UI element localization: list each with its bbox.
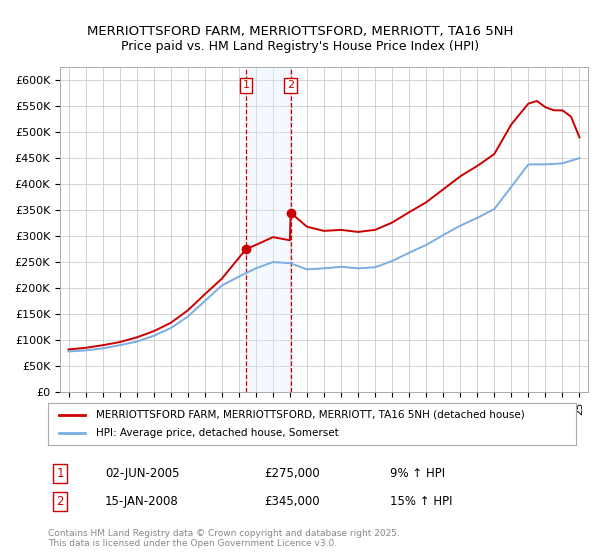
Text: 2: 2	[56, 494, 64, 508]
Text: MERRIOTTSFORD FARM, MERRIOTTSFORD, MERRIOTT, TA16 5NH: MERRIOTTSFORD FARM, MERRIOTTSFORD, MERRI…	[87, 25, 513, 38]
Text: 1: 1	[56, 466, 64, 480]
Bar	[246, 67, 290, 392]
Text: £345,000: £345,000	[264, 494, 320, 508]
Text: HPI: Average price, detached house, Somerset: HPI: Average price, detached house, Some…	[95, 428, 338, 438]
Text: £275,000: £275,000	[264, 466, 320, 480]
Text: Price paid vs. HM Land Registry's House Price Index (HPI): Price paid vs. HM Land Registry's House …	[121, 40, 479, 53]
Text: 15% ↑ HPI: 15% ↑ HPI	[390, 494, 452, 508]
Text: 02-JUN-2005: 02-JUN-2005	[105, 466, 179, 480]
Text: 1: 1	[242, 81, 250, 90]
Text: Contains HM Land Registry data © Crown copyright and database right 2025.
This d: Contains HM Land Registry data © Crown c…	[48, 529, 400, 548]
Text: MERRIOTTSFORD FARM, MERRIOTTSFORD, MERRIOTT, TA16 5NH (detached house): MERRIOTTSFORD FARM, MERRIOTTSFORD, MERRI…	[95, 410, 524, 420]
Text: 2: 2	[287, 81, 294, 90]
Text: 9% ↑ HPI: 9% ↑ HPI	[390, 466, 445, 480]
Text: 15-JAN-2008: 15-JAN-2008	[105, 494, 179, 508]
